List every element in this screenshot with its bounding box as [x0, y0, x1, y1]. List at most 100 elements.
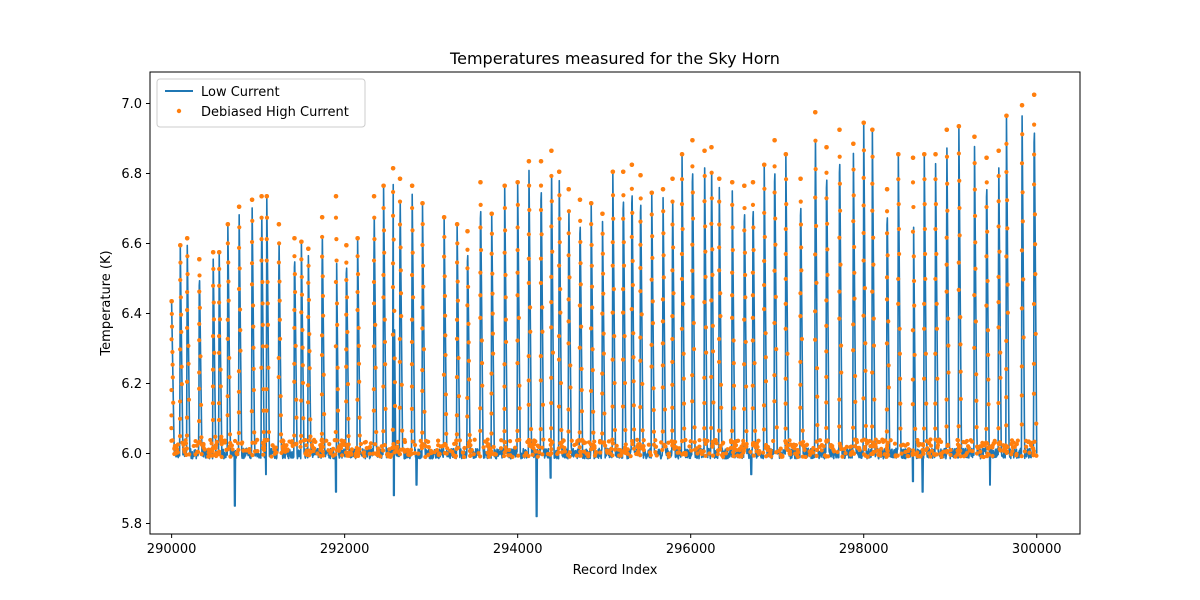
- scatter-point: [409, 317, 415, 322]
- scatter-point: [436, 451, 442, 456]
- scatter-point: [692, 440, 697, 445]
- scatter-point: [499, 438, 504, 443]
- scatter-point: [335, 408, 341, 413]
- scatter-point: [480, 383, 485, 388]
- scatter-point: [651, 407, 656, 413]
- scatter-point: [538, 353, 543, 359]
- scatter-point: [681, 376, 686, 381]
- scatter-point: [217, 266, 222, 272]
- scatter-point: [631, 427, 637, 432]
- scatter-point: [852, 373, 858, 379]
- scatter-point: [527, 183, 532, 188]
- scatter-point: [681, 351, 686, 356]
- scatter-point: [556, 357, 562, 362]
- scatter-point: [298, 444, 303, 449]
- scatter-point: [382, 339, 388, 345]
- scatter-point: [476, 450, 481, 456]
- scatter-point: [1032, 122, 1037, 127]
- scatter-point: [922, 202, 927, 207]
- scatter-point: [1031, 391, 1037, 396]
- scatter-point: [466, 358, 471, 363]
- scatter-point: [420, 305, 425, 310]
- scatter-point: [600, 271, 606, 276]
- scatter-point: [409, 339, 415, 345]
- scatter-point: [411, 295, 416, 300]
- scatter-point: [217, 300, 222, 305]
- scatter-point: [730, 293, 735, 298]
- scatter-point: [666, 440, 671, 445]
- plot-frame: [149, 71, 1081, 535]
- y-tick-label: 5.8: [121, 517, 142, 532]
- scatter-point: [973, 319, 978, 324]
- scatter-point: [489, 251, 494, 256]
- scatter-point: [259, 215, 264, 220]
- scatter-point: [178, 312, 184, 317]
- scatter-point: [641, 438, 646, 443]
- scatter-point: [974, 425, 979, 430]
- scatter-point: [178, 260, 183, 265]
- scatter-point: [772, 164, 777, 169]
- scatter-point: [783, 251, 788, 257]
- scatter-point: [357, 447, 362, 452]
- scatter-point: [784, 446, 789, 451]
- scatter-point: [715, 452, 720, 457]
- scatter-point: [750, 202, 756, 207]
- scatter-point: [345, 329, 350, 335]
- scatter-point: [214, 439, 219, 445]
- scatter-point: [710, 349, 716, 354]
- scatter-point: [629, 162, 634, 167]
- scatter-point: [515, 202, 520, 207]
- scatter-point: [538, 159, 544, 164]
- scatter-point: [814, 447, 819, 453]
- scatter-point: [391, 441, 396, 447]
- scatter-point: [835, 449, 840, 455]
- scatter-point: [998, 375, 1003, 380]
- scatter-point: [408, 448, 413, 453]
- scatter-point: [702, 148, 707, 153]
- scatter-point: [730, 202, 735, 207]
- scatter-point: [443, 313, 448, 318]
- scatter-point: [307, 438, 312, 443]
- scatter-point: [558, 287, 563, 292]
- scatter-point: [871, 262, 876, 267]
- scatter-point: [743, 339, 748, 345]
- scatter-point: [944, 127, 949, 132]
- scatter-point: [227, 432, 233, 437]
- scatter-point: [935, 443, 941, 448]
- scatter-point: [355, 236, 360, 241]
- y-tick-label: 7.0: [121, 97, 142, 112]
- scatter-point: [768, 454, 774, 459]
- scatter-point: [208, 437, 213, 443]
- scatter-point: [333, 194, 339, 199]
- scatter-point: [985, 441, 990, 446]
- scatter-point: [998, 350, 1003, 355]
- scatter-point: [264, 258, 269, 263]
- scatter-point: [732, 406, 737, 411]
- scatter-point: [406, 452, 411, 457]
- scatter-point: [436, 443, 441, 448]
- scatter-point: [566, 319, 571, 324]
- scatter-point: [709, 425, 714, 431]
- scatter-point: [710, 323, 715, 328]
- scatter-point: [515, 270, 520, 275]
- scatter-point: [371, 301, 377, 306]
- scatter-point: [630, 282, 635, 288]
- scatter-point: [197, 439, 202, 444]
- scatter-point: [670, 382, 675, 387]
- scatter-point: [825, 221, 830, 226]
- scatter-point: [921, 443, 926, 448]
- y-tick-label: 6.6: [121, 237, 142, 252]
- scatter-point: [517, 437, 522, 442]
- scatter-point: [601, 331, 606, 336]
- scatter-point: [611, 216, 616, 221]
- scatter-point: [798, 199, 803, 204]
- scatter-point: [920, 447, 925, 453]
- scatter-point: [381, 183, 386, 188]
- scatter-point: [1021, 335, 1026, 340]
- scatter-point: [985, 278, 990, 284]
- scatter-point: [442, 274, 447, 279]
- scatter-point: [375, 453, 380, 458]
- scatter-point: [972, 213, 978, 219]
- scatter-point: [895, 453, 900, 458]
- scatter-point: [344, 347, 349, 352]
